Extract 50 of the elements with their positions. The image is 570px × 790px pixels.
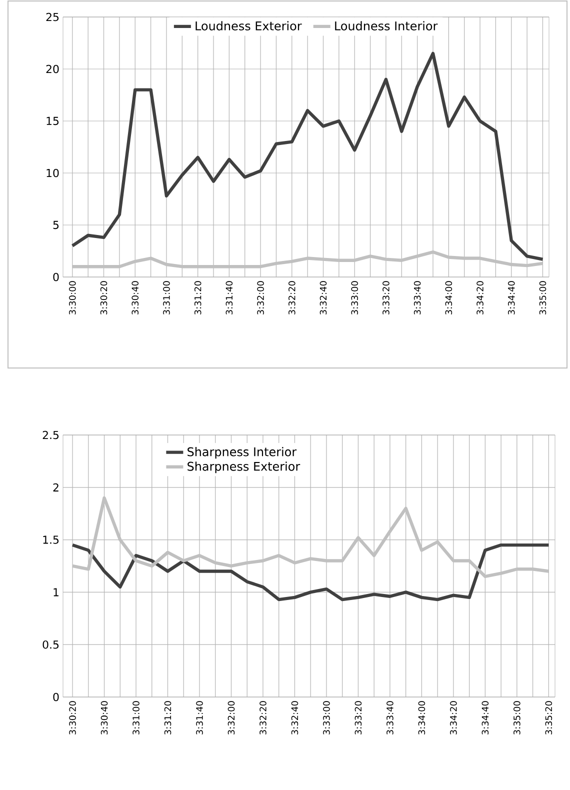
- x-tick-label: 3:33:00: [323, 701, 330, 734]
- y-tick-label: 5: [53, 220, 59, 230]
- x-tick-label: 3:31:00: [163, 281, 170, 314]
- y-tick-label: 2.5: [42, 430, 59, 440]
- x-tick-label: 3:32:20: [260, 701, 266, 734]
- x-tick-label: 3:30:40: [100, 701, 108, 734]
- x-tick-label: 3:31:20: [194, 281, 202, 314]
- x-tick-label: 3:35:20: [545, 701, 552, 734]
- x-tick-label: 3:33:40: [386, 701, 394, 734]
- y-tick-label: 0: [53, 272, 59, 282]
- y-tick-label: 25: [46, 12, 59, 22]
- x-tick-label: 3:33:40: [414, 281, 421, 314]
- x-tick-label: 3:33:20: [354, 701, 362, 734]
- x-tick-label: 3:30:40: [132, 281, 139, 314]
- x-tick-label: 3:30:00: [69, 281, 76, 314]
- x-tick-label: 3:32:00: [257, 281, 264, 314]
- x-tick-label: 3:32:40: [320, 281, 327, 314]
- legend-label: Loudness Interior: [335, 21, 438, 30]
- x-tick-label: 3:31:00: [132, 701, 140, 734]
- y-tick-label: 10: [46, 168, 59, 178]
- x-tick-label: 3:35:00: [514, 701, 520, 734]
- y-tick-label: 2: [53, 483, 58, 492]
- x-tick-label: 3:34:40: [508, 281, 515, 314]
- x-tick-label: 3:34:20: [450, 701, 457, 734]
- y-tick-label: 15: [46, 116, 59, 126]
- legend-label: Sharpness Interior: [188, 447, 297, 459]
- x-tick-label: 3:35:00: [539, 281, 546, 314]
- y-tick-label: 1: [54, 588, 58, 596]
- x-tick-label: 3:34:40: [482, 701, 489, 734]
- x-tick-label: 3:30:20: [100, 281, 108, 314]
- x-tick-label: 3:31:40: [226, 281, 233, 314]
- y-tick-label: 1.5: [43, 536, 59, 544]
- x-tick-label: 3:34:00: [418, 701, 426, 734]
- x-tick-label: 3:30:20: [69, 701, 76, 734]
- x-tick-label: 3:32:20: [288, 281, 296, 314]
- y-tick-label: 0: [53, 692, 59, 702]
- x-tick-label: 3:31:40: [196, 701, 203, 734]
- x-tick-label: 3:32:40: [291, 701, 298, 734]
- legend-label: Sharpness Exterior: [188, 462, 300, 474]
- y-tick-label: 0.5: [42, 640, 59, 649]
- x-tick-label: 3:34:00: [445, 281, 452, 314]
- legend-label: Loudness Exterior: [196, 21, 302, 30]
- line-series: [70, 52, 544, 261]
- x-tick-label: 3:33:20: [382, 281, 390, 314]
- y-tick-label: 20: [46, 64, 59, 74]
- x-tick-label: 3:33:00: [351, 281, 358, 314]
- x-tick-label: 3:31:20: [164, 701, 172, 734]
- x-tick-label: 3:32:00: [228, 701, 235, 734]
- x-tick-label: 3:34:20: [476, 281, 484, 314]
- line-series: [70, 496, 550, 578]
